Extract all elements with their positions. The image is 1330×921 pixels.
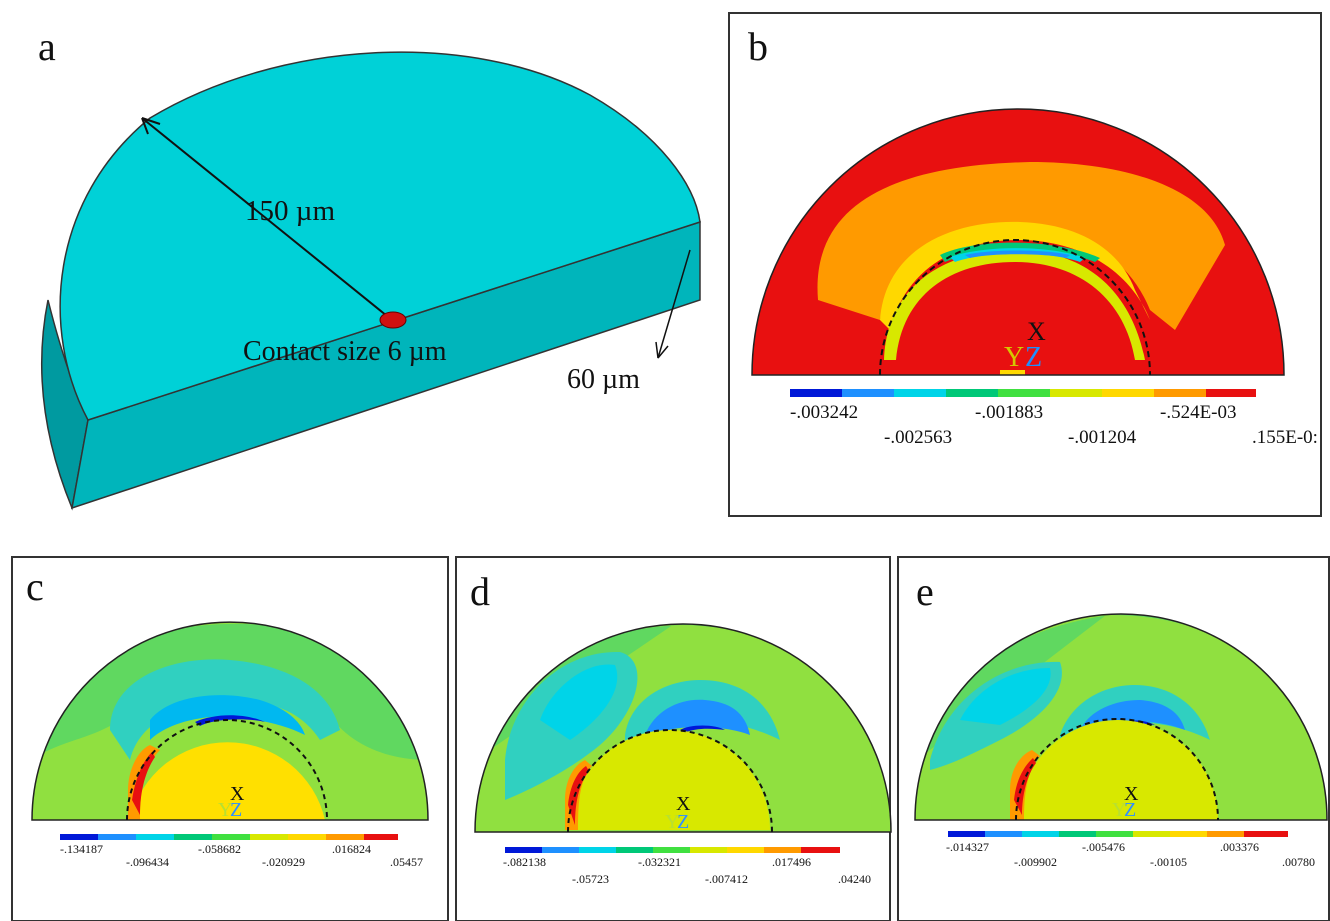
panel-e-tick-5: .003376 <box>1220 840 1259 854</box>
panel-b-tick-1: -.003242 <box>790 402 858 423</box>
panel-c-colorbar <box>60 834 398 840</box>
panel-c-outline <box>31 621 429 821</box>
panel-c-tick-4: -.020929 <box>262 855 305 869</box>
radius-line <box>141 117 393 321</box>
panel-e-letter: e <box>916 569 934 614</box>
panel-d-letter: d <box>470 569 490 614</box>
panel-b-tick-4: -.001204 <box>1068 427 1137 448</box>
radius-label: 150 µm <box>245 195 335 227</box>
panel-e-tick-1: -.014327 <box>946 840 989 854</box>
thickness-arrowhead <box>655 341 669 359</box>
cylinder-top-face <box>59 51 701 421</box>
panel-b-letter: b <box>748 24 768 69</box>
panel-d-tick-6: .04240 <box>838 872 871 886</box>
panel-d-tick-4: -.007412 <box>705 872 748 886</box>
panel-d-colorbar <box>505 847 840 853</box>
panel-b-tick-6: .155E-0: <box>1252 427 1318 448</box>
panel-d-tick-3: -.032321 <box>638 855 681 869</box>
panel-e-contact-circle <box>1015 718 1219 821</box>
panel-b-contact-circle <box>879 239 1151 376</box>
panel-c-tick-6: .05457 <box>390 855 423 869</box>
panel-e-axis-y: Y <box>1112 799 1126 821</box>
panel-c-tick-5: .016824 <box>332 842 371 856</box>
panel-e-axis-z: Z <box>1124 799 1136 821</box>
panel-e-tick-3: -.005476 <box>1082 840 1125 854</box>
panel-c-tick-1: -.134187 <box>60 842 103 856</box>
panel-b: b X Y Z -.003242 -.001883 - <box>728 12 1322 517</box>
panel-e-tick-6: .00780 <box>1282 855 1315 869</box>
panel-a-letter: a <box>38 24 56 69</box>
panel-e-tick-4: -.00105 <box>1150 855 1187 869</box>
panel-c-tick-2: -.096434 <box>126 855 169 869</box>
panel-c-letter: c <box>26 564 44 609</box>
panel-d-outline <box>474 623 892 833</box>
panel-b-axis-z: Z <box>1025 342 1042 373</box>
panel-e-colorbar <box>948 831 1288 837</box>
panel-d-tick-2: -.05723 <box>572 872 609 886</box>
panel-c-tick-3: -.058682 <box>198 842 241 856</box>
panel-c: c X Y Z -.134187 -.058682 . <box>11 556 449 921</box>
panel-c-axis-y: Y <box>218 799 232 821</box>
panel-e-outline <box>914 613 1328 821</box>
panel-e: e X Y Z -.014327 <box>897 556 1330 921</box>
panel-b-colorbar <box>790 389 1256 397</box>
panel-d-tick-1: -.082138 <box>503 855 546 869</box>
panel-c-contact-circle <box>126 719 328 821</box>
panel-d-axis-z: Z <box>677 811 689 833</box>
panel-d-tick-5: .017496 <box>772 855 811 869</box>
panel-b-outline <box>751 108 1285 376</box>
panel-d-axis-x: X <box>676 793 691 815</box>
panel-b-axis-y: Y <box>1004 342 1024 373</box>
panel-e-tick-2: -.009902 <box>1014 855 1057 869</box>
panel-b-tick-2: -.002563 <box>884 427 952 448</box>
panel-b-tick-3: -.001883 <box>975 402 1043 423</box>
panel-d-contact-circle <box>567 729 773 833</box>
panel-b-axis-x: X <box>1027 317 1046 346</box>
radius-arrowhead <box>141 117 161 135</box>
thickness-line <box>657 249 691 359</box>
panel-c-axis-x: X <box>230 783 245 805</box>
panel-b-tick-5: -.524E-03 <box>1160 402 1237 423</box>
panel-d-axis-y: Y <box>665 811 679 833</box>
contact-size-label: Contact size 6 µm <box>243 336 447 367</box>
panel-c-axis-z: Z <box>230 799 242 821</box>
contact-region <box>379 311 407 329</box>
panel-a: a 150 µm Contact size 6 µm 60 µm <box>38 24 701 511</box>
panel-e-axis-x: X <box>1124 783 1139 805</box>
panel-d: d X Y Z -.082138 <box>455 556 892 921</box>
thickness-label: 60 µm <box>567 364 640 395</box>
